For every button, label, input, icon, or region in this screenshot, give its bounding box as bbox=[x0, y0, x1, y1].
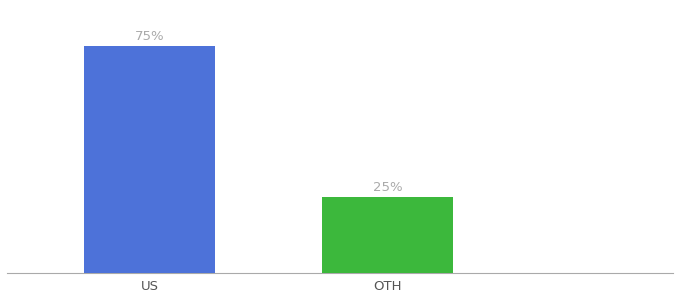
Bar bbox=[84, 46, 215, 273]
Bar bbox=[322, 197, 453, 273]
Text: 25%: 25% bbox=[373, 181, 403, 194]
Text: 75%: 75% bbox=[135, 30, 165, 43]
